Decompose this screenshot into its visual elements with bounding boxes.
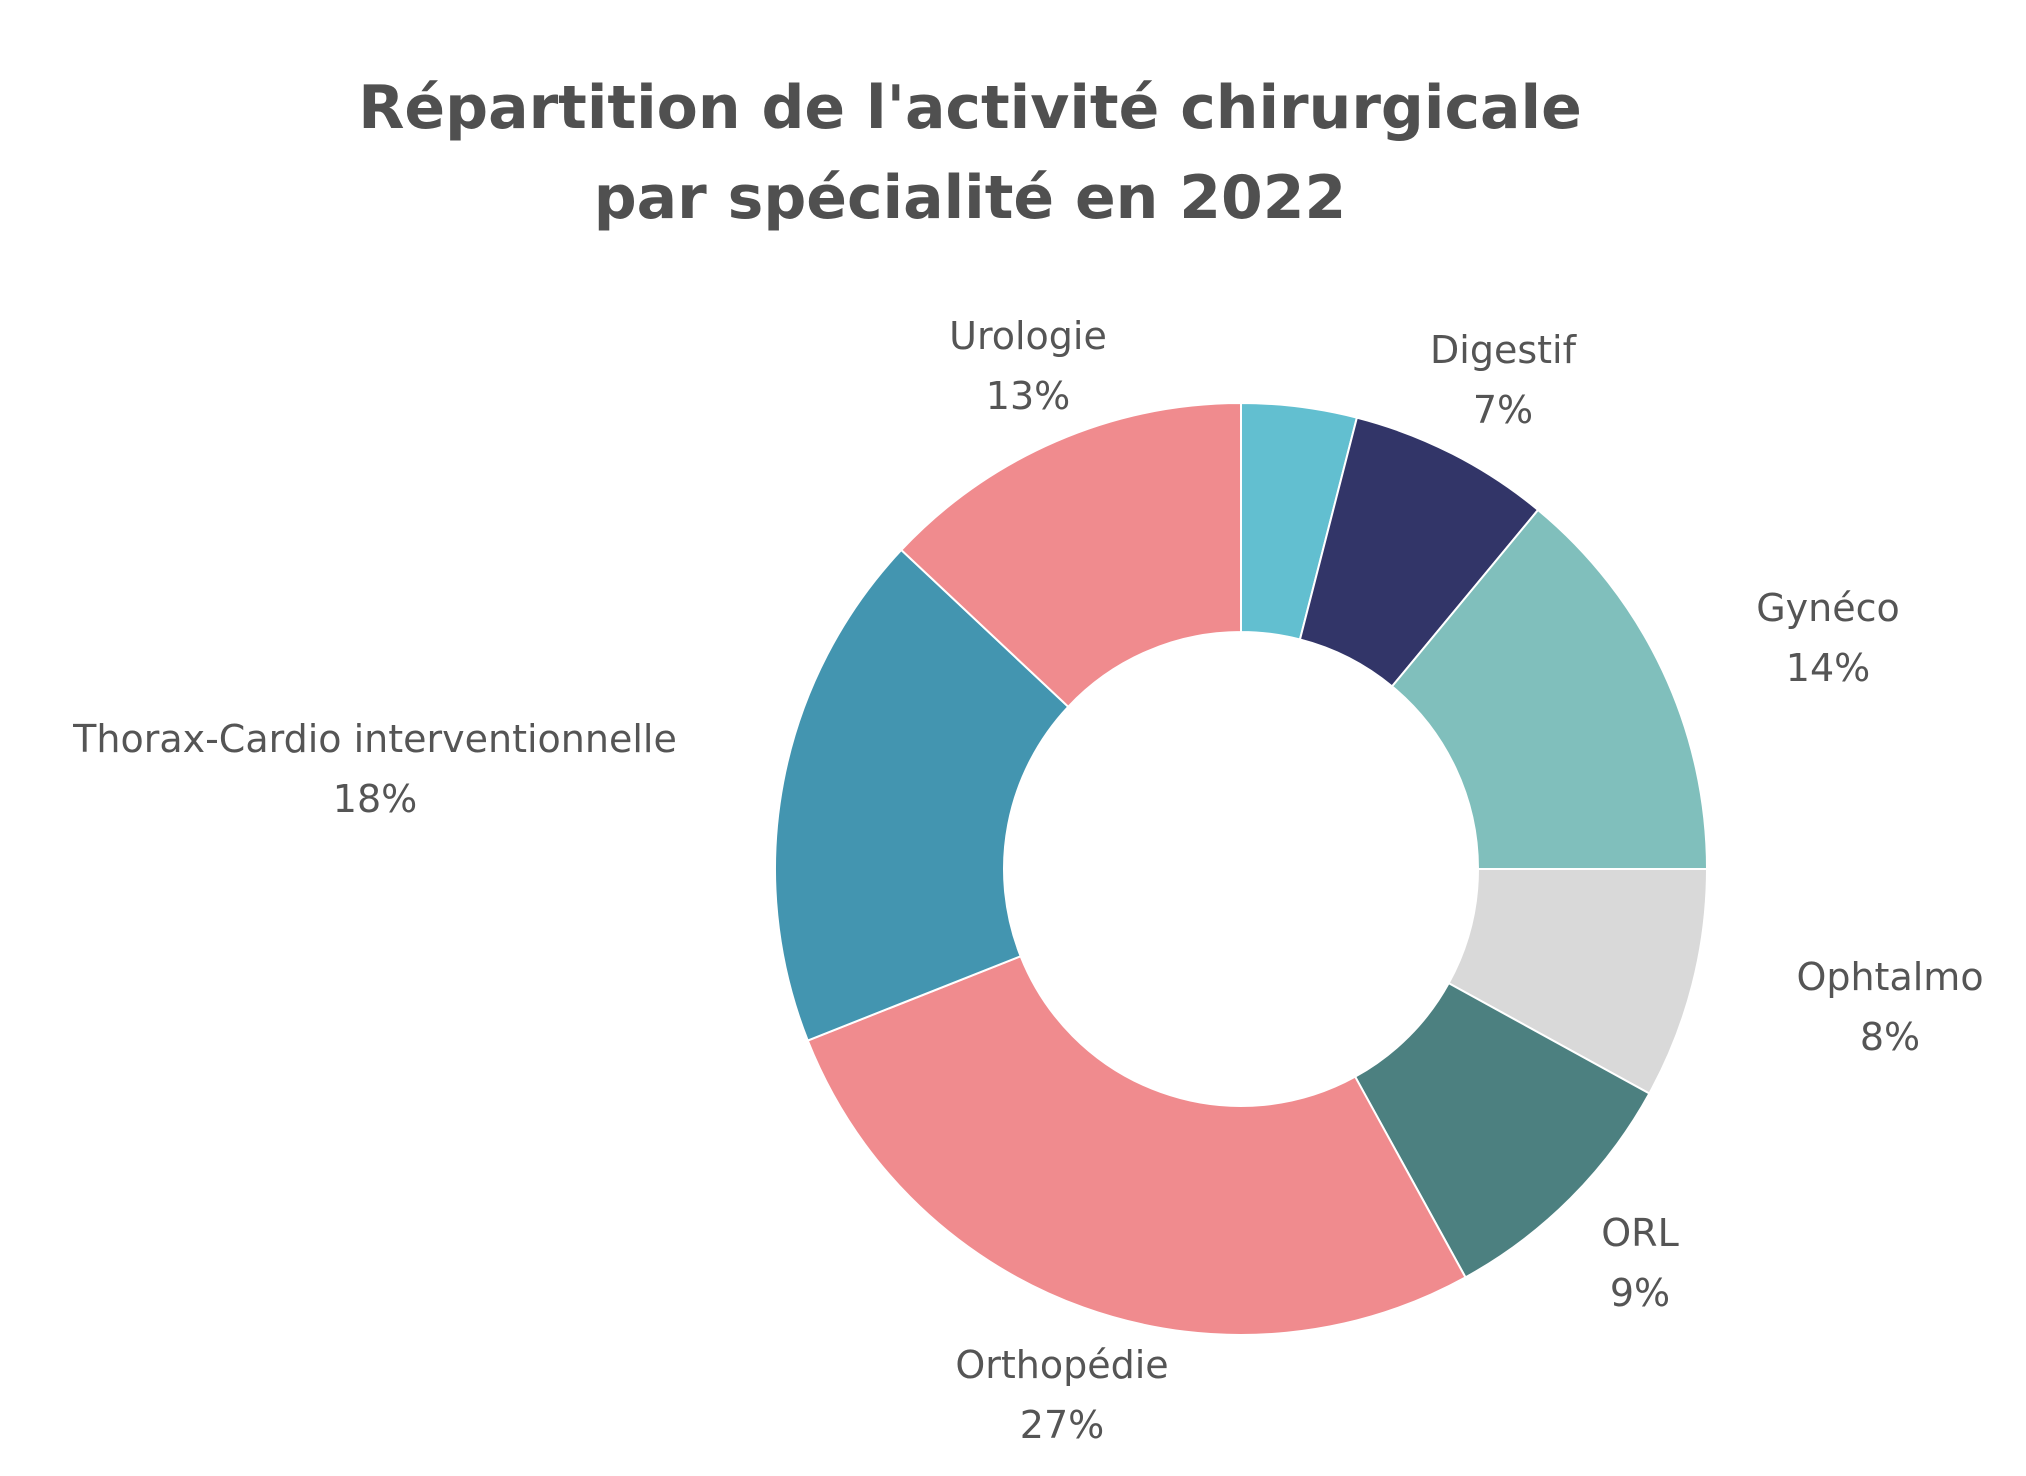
label-urologie: Urologie: [949, 314, 1107, 358]
slice-gyneco: [1390, 508, 1709, 870]
value-label-digestif: 7%: [1473, 388, 1533, 432]
slice-thorax-cardio-interventionnelle: [773, 548, 1070, 1042]
value-label-urologie: 13%: [986, 374, 1070, 418]
label-orl: ORL: [1601, 1211, 1678, 1255]
slice-urologie: [899, 401, 1242, 709]
donut-slices: [773, 401, 1709, 1337]
label-gyneco: Gynéco: [1756, 586, 1900, 630]
value-label-thorax-cardio-interventionnelle: 18%: [333, 777, 417, 821]
data-labels: Digestif 7% Gynéco 14% Ophtalmo 8% ORL 9% Orthop…: [72, 314, 1983, 1447]
chart-title-line-1: Répartition de l'activité chirurgicale: [358, 73, 1582, 143]
slice-orthopedie: [806, 954, 1467, 1337]
label-thorax-cardio-interventionnelle: Thorax-Cardio interventionnelle: [72, 717, 677, 761]
value-label-ophtalmo: 8%: [1860, 1015, 1920, 1059]
value-label-orthopedie: 27%: [1020, 1403, 1104, 1447]
label-digestif: Digestif: [1430, 328, 1578, 372]
chart-title-line-2: par spécialité en 2022: [594, 163, 1347, 233]
value-label-orl: 9%: [1610, 1271, 1670, 1315]
value-label-gyneco: 14%: [1786, 646, 1870, 690]
label-orthopedie: Orthopédie: [955, 1343, 1168, 1387]
label-ophtalmo: Ophtalmo: [1796, 955, 1983, 999]
